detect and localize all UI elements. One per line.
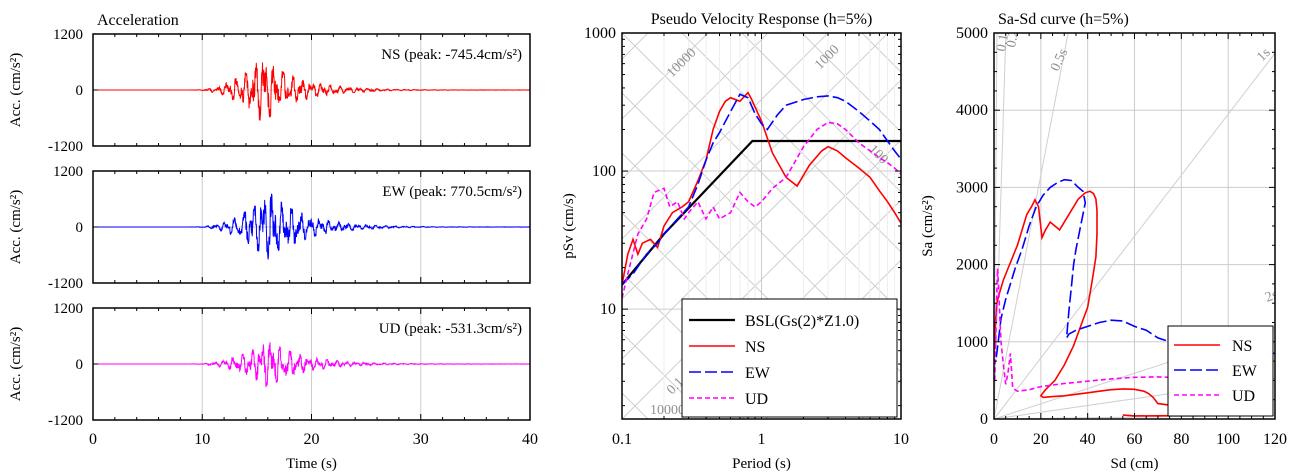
acc-ylabel: Acc. (cm/s²) — [8, 53, 24, 127]
y-tick-label: 2000 — [956, 257, 988, 274]
y-tick-label: 0 — [76, 357, 84, 373]
y-tick-label: -1200 — [48, 413, 83, 429]
diag-line — [622, 332, 709, 419]
x-tick-label: 0.1 — [612, 431, 632, 448]
acc-peak-label: EW (peak: 770.5cm/s²) — [382, 184, 522, 200]
psv-panel: 10000100010010 cm/s²0.1 cm10000001000000… — [0, 11, 1307, 472]
acc-subplot-ns: 1200 0 -1200 NS (peak: -745.4cm/s²) Acc. (cm… — [8, 27, 531, 155]
y-tick-label: 4000 — [956, 102, 988, 119]
diag-label: 1000 — [812, 42, 842, 72]
diag-line — [1282, 19, 1307, 419]
x-tick-label: 10 — [194, 431, 210, 448]
psv-title: Pseudo Velocity Response (h=5%) — [651, 11, 873, 28]
diag-line — [801, 33, 901, 133]
psv-series-ud — [622, 121, 901, 299]
period-label: 2s — [1263, 287, 1280, 305]
x-tick-label: 10 — [893, 431, 909, 448]
sasd-title: Sa-Sd curve (h=5%) — [998, 11, 1129, 28]
acc-ylabel: Acc. (cm/s²) — [8, 327, 24, 401]
period-label: 0.2s — [1004, 23, 1023, 48]
y-tick-label: 1000 — [956, 334, 988, 351]
acc-subplot-ew: 1200 0 -1200 EW (peak: 770.5cm/s²) Acc. (cm/… — [8, 164, 531, 292]
sasd-legend: NS EW UD — [1167, 325, 1274, 417]
acc-ylabel: Acc. (cm/s²) — [8, 190, 24, 264]
x-tick-label: 120 — [1263, 431, 1287, 448]
diag-line — [622, 392, 649, 419]
psv-legend: BSL(Gs(2)*Z1.0) NS EW UD — [681, 298, 898, 418]
legend-label: BSL(Gs(2)*Z1.0) — [745, 313, 859, 330]
x-tick-label: 0 — [990, 431, 998, 448]
acc-subplot-ud: 1200 0 -1200 UD (peak: -531.3cm/s²) Acc. (cm… — [8, 301, 531, 429]
legend-label: EW — [1232, 363, 1258, 380]
diag-line — [622, 33, 769, 180]
diag-label: 100 — [865, 142, 890, 167]
acc-trace-ew — [93, 193, 531, 260]
x-tick-label: 1 — [758, 431, 766, 448]
sasd-panel: 0.1s0.2s0.5s1s2s10s020406080100120010002… — [920, 11, 1287, 472]
legend-label: UD — [745, 391, 768, 408]
psv-series-ns — [622, 91, 901, 285]
acc-peak-label: NS (peak: -745.4cm/s²) — [381, 47, 522, 63]
x-tick-label: 20 — [1033, 431, 1049, 448]
y-tick-label: -1200 — [48, 139, 83, 155]
period-line — [994, 33, 1069, 419]
x-tick-label: 80 — [1173, 431, 1189, 448]
y-tick-label: 1000 — [584, 25, 616, 42]
diag-line — [0, 19, 302, 419]
period-label: 0.1s — [994, 27, 1013, 52]
diag-line — [622, 33, 829, 240]
x-tick-label: 0 — [89, 431, 97, 448]
y-tick-label: 0 — [76, 83, 84, 99]
y-tick-label: 0 — [980, 411, 988, 428]
legend-label: UD — [1232, 388, 1255, 405]
psv-ylabel: pSv (cm/s) — [561, 193, 577, 258]
diag-line — [1282, 33, 1307, 433]
y-tick-label: -1200 — [48, 276, 83, 292]
period-label: 1s — [1254, 45, 1273, 64]
diag-line — [82, 33, 482, 433]
y-tick-label: 5000 — [956, 25, 988, 42]
period-label: 0.5s — [1048, 47, 1071, 74]
y-tick-label: 1200 — [53, 164, 83, 180]
y-tick-label: 1200 — [53, 27, 83, 43]
diag-line — [202, 33, 602, 433]
x-tick-label: 40 — [522, 431, 538, 448]
legend-label: NS — [745, 339, 765, 356]
x-tick-label: 60 — [1127, 431, 1143, 448]
sasd-series-ew — [995, 178, 1275, 358]
sasd-ylabel: Sa (cm/s²) — [920, 195, 936, 257]
x-tick-label: 30 — [413, 431, 429, 448]
diag-line — [622, 33, 709, 120]
acc-xlabel: Time (s) — [286, 456, 337, 472]
diag-line — [681, 33, 901, 253]
psv-series-ew — [622, 93, 901, 286]
acc-trace-ns — [93, 62, 531, 121]
y-tick-label: 0 — [76, 220, 84, 236]
acc-title: Acceleration — [97, 12, 179, 29]
diag-line — [622, 33, 649, 60]
y-tick-label: 1200 — [53, 301, 83, 317]
y-tick-label: 100 — [592, 163, 616, 180]
acc-peak-label: UD (peak: -531.3cm/s²) — [379, 321, 522, 337]
period-line — [994, 52, 1275, 419]
diag-line — [622, 33, 889, 300]
legend-box — [1167, 325, 1274, 417]
x-tick-label: 40 — [1080, 431, 1096, 448]
diag-line — [741, 33, 901, 193]
y-tick-label: 3000 — [956, 179, 988, 196]
psv-xlabel: Period (s) — [732, 456, 791, 472]
diag-line — [0, 19, 362, 419]
legend-label: NS — [1232, 338, 1252, 355]
acc-trace-ud — [93, 342, 531, 387]
x-tick-label: 20 — [304, 431, 320, 448]
x-tick-label: 100 — [1216, 431, 1240, 448]
diag-label: 10000 — [664, 45, 699, 80]
psv-inner: 10000100010010 cm/s²0.1 cm10000001000000 — [0, 19, 1307, 433]
legend-label: EW — [745, 365, 771, 382]
sasd-xlabel: Sd (cm) — [1111, 456, 1159, 472]
sasd-inner: 0.1s0.2s0.5s1s2s10s — [994, 23, 1280, 419]
y-tick-label: 10 — [600, 301, 616, 318]
